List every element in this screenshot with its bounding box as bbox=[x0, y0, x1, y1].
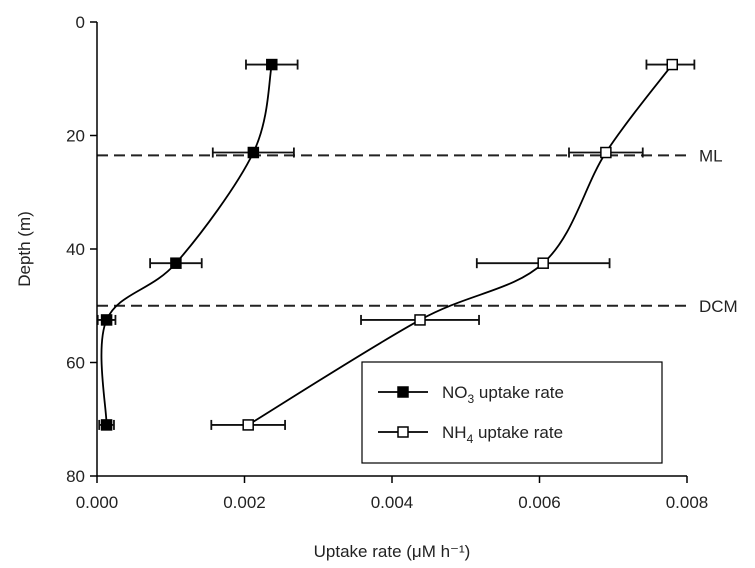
y-tick-label: 20 bbox=[66, 127, 85, 146]
data-point bbox=[170, 257, 182, 269]
data-point bbox=[242, 419, 254, 431]
data-point bbox=[414, 314, 426, 326]
data-point bbox=[600, 146, 612, 159]
y-tick-label: 80 bbox=[66, 467, 85, 486]
legend-label-subscript: 3 bbox=[468, 392, 475, 406]
legend-marker bbox=[397, 386, 409, 398]
x-tick-label: 0.004 bbox=[371, 493, 414, 512]
data-point bbox=[100, 419, 113, 431]
data-point bbox=[266, 58, 278, 71]
legend-label: NO3 uptake rate bbox=[442, 383, 564, 406]
x-tick-label: 0.002 bbox=[223, 493, 266, 512]
data-point bbox=[666, 58, 678, 71]
reference-lines: ML DCM bbox=[97, 146, 738, 316]
y-tick-label: 40 bbox=[66, 240, 85, 259]
legend-label-main: NO bbox=[442, 383, 468, 402]
y-axis-label: Depth (m) bbox=[15, 211, 34, 287]
data-point bbox=[537, 257, 549, 269]
axis-labels: Uptake rate (μM h⁻¹) Depth (m) bbox=[15, 211, 470, 561]
data-points bbox=[100, 58, 678, 431]
legend-label-subscript: 4 bbox=[467, 432, 474, 446]
reference-label-dcm: DCM bbox=[699, 297, 738, 316]
series-line-1 bbox=[247, 64, 673, 426]
data-point bbox=[100, 314, 113, 326]
x-tick-label: 0.006 bbox=[518, 493, 561, 512]
x-tick-label: 0.000 bbox=[76, 493, 119, 512]
x-tick-label: 0.008 bbox=[666, 493, 709, 512]
legend-label-rest: uptake rate bbox=[473, 423, 563, 442]
legend-label-rest: uptake rate bbox=[474, 383, 564, 402]
series-line-0 bbox=[100, 64, 273, 425]
legend-label-main: NH bbox=[442, 423, 467, 442]
x-axis-label: Uptake rate (μM h⁻¹) bbox=[314, 542, 471, 561]
legend-box bbox=[361, 361, 663, 464]
y-tick-label: 60 bbox=[66, 354, 85, 373]
reference-label-ml: ML bbox=[699, 146, 723, 165]
y-tick-label: 0 bbox=[76, 13, 85, 32]
data-point bbox=[247, 146, 260, 159]
legend-label: NH4 uptake rate bbox=[442, 423, 563, 446]
legend-marker bbox=[397, 426, 409, 438]
axes: 0 20 40 60 80 0.000 0.002 0.004 0.006 0.008 bbox=[66, 13, 708, 512]
